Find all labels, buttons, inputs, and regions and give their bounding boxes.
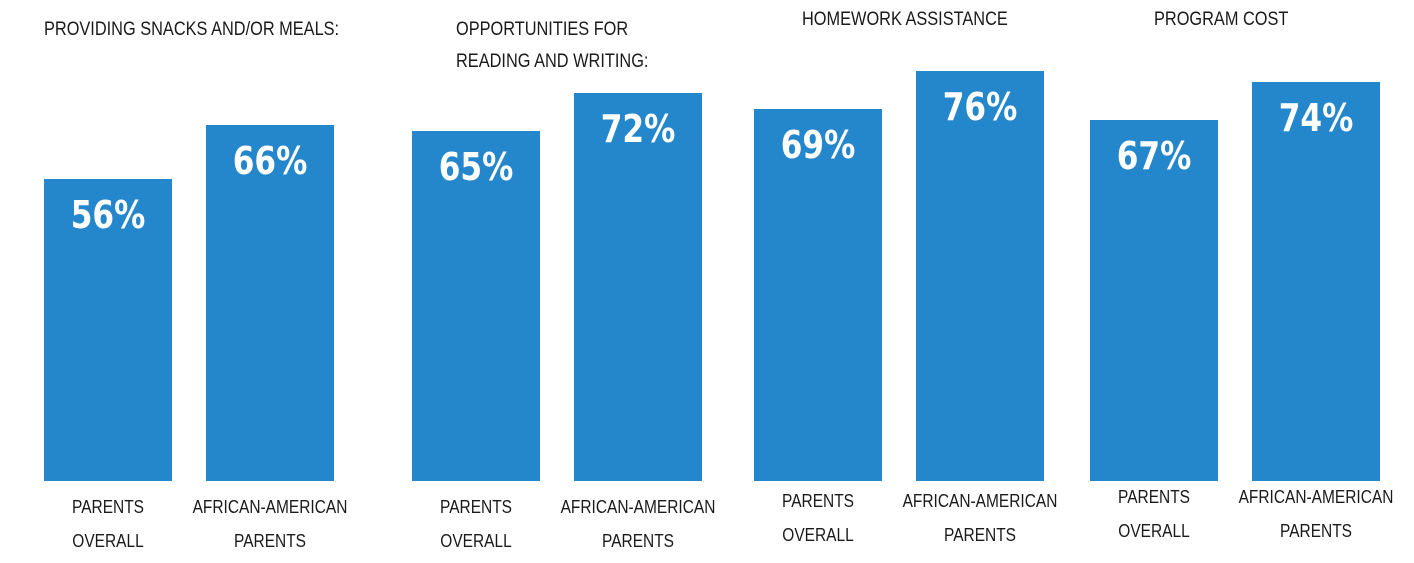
bar-category-label-line: PARENTS <box>944 525 1016 545</box>
bar <box>206 125 334 481</box>
bar-category-label: PARENTS OVERALL <box>1068 480 1240 548</box>
bar-category-label: AFRICAN-AMERICAN PARENTS <box>552 490 724 558</box>
group-title-line: PROVIDING SNACKS AND/OR MEALS: <box>44 19 340 40</box>
bar-value-label: 74% <box>1278 96 1354 141</box>
bar-category-label-line: AFRICAN-AMERICAN <box>192 497 348 517</box>
bar-category-label: PARENTS OVERALL <box>732 484 904 552</box>
group-title-line: OPPORTUNITIES FOR <box>456 19 629 40</box>
bar-value-label: 67% <box>1116 133 1192 178</box>
bar-category-label-line: OVERALL <box>440 531 512 551</box>
bar-category-label-line: PARENTS <box>1118 487 1190 507</box>
bar-category-label: AFRICAN-AMERICAN PARENTS <box>894 484 1066 552</box>
bar-category-label: PARENTS OVERALL <box>22 490 194 558</box>
bar-value-label: 76% <box>942 85 1018 130</box>
bar <box>44 179 172 481</box>
bar-category-label-line: AFRICAN-AMERICAN <box>902 491 1058 511</box>
bar-category-label-line: OVERALL <box>782 525 854 545</box>
group-title: PROVIDING SNACKS AND/OR MEALS: <box>44 14 339 46</box>
bar-value-label: 66% <box>232 139 308 184</box>
bar-category-label-line: AFRICAN-AMERICAN <box>1238 487 1394 507</box>
group-title-line: READING AND WRITING: <box>456 51 649 72</box>
bar <box>574 92 702 481</box>
bar-category-label-line: PARENTS <box>602 531 674 551</box>
bar-category-label-line: PARENTS <box>234 531 306 551</box>
bar-category-label-line: PARENTS <box>1280 521 1352 541</box>
bar <box>1252 82 1380 481</box>
bar <box>916 71 1044 481</box>
bar-category-label: PARENTS OVERALL <box>390 490 562 558</box>
bar-category-label-line: PARENTS <box>72 497 144 517</box>
bar <box>754 109 882 481</box>
bar-category-label-line: OVERALL <box>1118 521 1190 541</box>
bar-category-label: AFRICAN-AMERICAN PARENTS <box>1230 480 1402 548</box>
group-title: PROGRAM COST <box>1154 4 1288 36</box>
group-title-line: PROGRAM COST <box>1154 9 1289 30</box>
group-title-line: HOMEWORK ASSISTANCE <box>802 9 1008 30</box>
group-title: HOMEWORK ASSISTANCE <box>802 4 1008 36</box>
group-title: OPPORTUNITIES FOR READING AND WRITING: <box>456 14 648 78</box>
bar <box>412 130 540 481</box>
bar-category-label-line: PARENTS <box>440 497 512 517</box>
bar-category-label-line: AFRICAN-AMERICAN <box>560 497 716 517</box>
bar-category-label-line: PARENTS <box>782 491 854 511</box>
bar-category-label: AFRICAN-AMERICAN PARENTS <box>184 490 356 558</box>
bar-category-label-line: OVERALL <box>72 531 144 551</box>
bar-value-label: 56% <box>70 193 146 238</box>
bar-value-label: 65% <box>438 144 514 189</box>
bar <box>1090 119 1218 481</box>
bar-value-label: 72% <box>600 106 676 151</box>
bar-value-label: 69% <box>780 123 856 168</box>
